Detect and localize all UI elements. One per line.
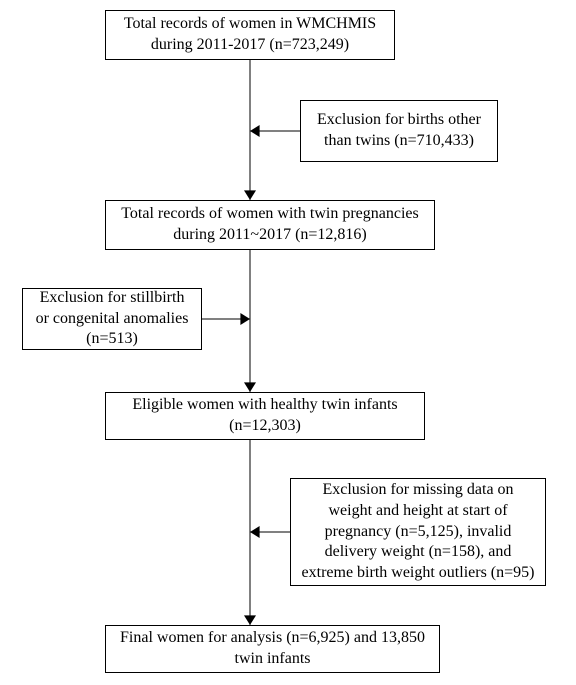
flow-node-exclusion-births-text: Exclusion for births other than twins (n… [311, 110, 487, 152]
flow-node-twin-pregnancies-text: Total records of women with twin pregnan… [116, 204, 424, 246]
flow-node-exclusion-missing: Exclusion for missing data on weight and… [290, 478, 546, 586]
flow-node-eligible-text: Eligible women with healthy twin infants… [116, 395, 414, 437]
flow-node-exclusion-stillbirth-text: Exclusion for stillbirth or congenital a… [33, 288, 191, 350]
flow-node-final: Final women for analysis (n=6,925) and 1… [105, 625, 440, 673]
flow-node-exclusion-stillbirth: Exclusion for stillbirth or congenital a… [22, 288, 202, 350]
flow-node-eligible: Eligible women with healthy twin infants… [105, 392, 425, 440]
flow-node-exclusion-missing-text: Exclusion for missing data on weight and… [301, 480, 535, 584]
flow-node-start: Total records of women in WMCHMIS during… [105, 10, 395, 60]
flow-node-exclusion-births: Exclusion for births other than twins (n… [300, 100, 498, 162]
flow-node-final-text: Final women for analysis (n=6,925) and 1… [116, 628, 429, 670]
flow-node-start-text: Total records of women in WMCHMIS during… [116, 14, 384, 56]
flowchart-canvas: Total records of women in WMCHMIS during… [0, 0, 576, 685]
flow-node-twin-pregnancies: Total records of women with twin pregnan… [105, 200, 435, 250]
